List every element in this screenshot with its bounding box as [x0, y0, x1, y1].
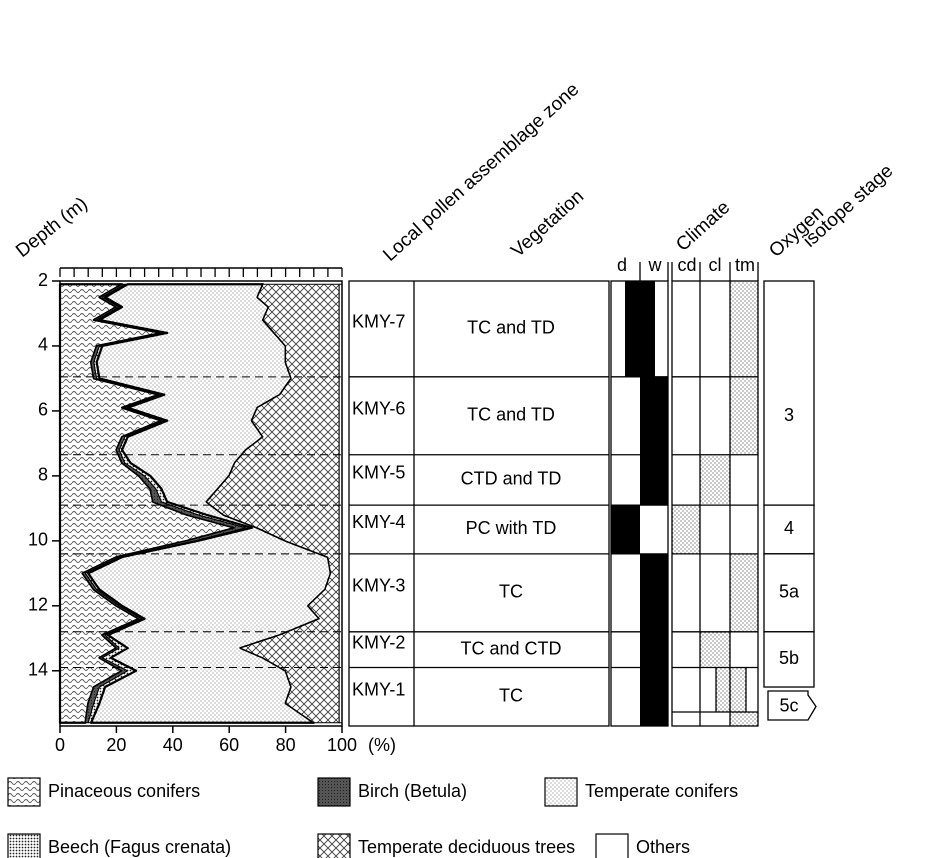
zone-label: KMY-4	[352, 512, 405, 532]
legend-label: Temperate conifers	[585, 781, 738, 801]
stage-box	[763, 280, 815, 506]
zone-label: KMY-5	[352, 463, 405, 483]
stage-label: 5c	[779, 695, 798, 715]
x-tick-label: 60	[219, 735, 239, 755]
stage-box	[767, 690, 817, 721]
zone-label: KMY-2	[352, 632, 405, 652]
vegetation-label: TC and TD	[467, 405, 555, 425]
legend-swatch	[317, 777, 351, 807]
legend-swatch	[595, 833, 629, 858]
y-axis-title: Depth (m)	[12, 193, 91, 262]
climate-column: cd	[677, 255, 696, 275]
stage-label: 4	[784, 518, 794, 538]
vegetation-label: TC and CTD	[460, 638, 561, 658]
zone-label: KMY-7	[352, 312, 405, 332]
stage-box	[763, 553, 815, 633]
legend-swatch	[7, 777, 41, 807]
y-tick-label: 4	[38, 335, 48, 355]
legend-label: Others	[636, 837, 690, 857]
zone-label: KMY-6	[352, 399, 405, 419]
y-tick-label: 10	[28, 530, 48, 550]
vegetation-label: CTD and TD	[461, 469, 562, 489]
x-tick-label: 0	[55, 735, 65, 755]
climate-panel	[610, 262, 759, 727]
zone-title: Local pollen assemblage zone	[379, 79, 583, 266]
zone-label: KMY-1	[352, 680, 405, 700]
y-tick-label: 8	[38, 465, 48, 485]
vegetation-title: Vegetation	[507, 186, 588, 262]
legend-swatch	[317, 833, 351, 858]
stage-label: 5b	[779, 648, 799, 668]
legend-label: Pinaceous conifers	[48, 781, 200, 801]
x-unit: (%)	[368, 735, 396, 755]
climate-column: d	[617, 255, 627, 275]
y-tick-label: 14	[28, 660, 48, 680]
x-tick-label: 100	[327, 735, 357, 755]
x-tick-label: 40	[163, 735, 183, 755]
legend-label: Temperate deciduous trees	[358, 837, 575, 857]
legend-label: Beech (Fagus crenata)	[48, 837, 231, 857]
y-tick-label: 12	[28, 595, 48, 615]
stage-label: 3	[784, 405, 794, 425]
x-tick-label: 20	[106, 735, 126, 755]
vegetation-label: PC with TD	[466, 518, 557, 538]
y-tick-label: 2	[38, 270, 48, 290]
vegetation-label: TC	[499, 582, 523, 602]
climate-column: cl	[709, 255, 722, 275]
legend-label: Birch (Betula)	[358, 781, 467, 801]
vegetation-label: TC and TD	[467, 318, 555, 338]
plot-frame	[59, 280, 343, 727]
legend-swatch	[544, 777, 578, 807]
zone-box	[348, 280, 610, 727]
stage-box	[763, 504, 815, 555]
legend-swatch	[7, 833, 41, 858]
climate-title: Climate	[672, 197, 734, 256]
x-tick-label: 80	[276, 735, 296, 755]
zone-label: KMY-3	[352, 576, 405, 596]
vegetation-label: TC	[499, 686, 523, 706]
climate-column: tm	[735, 255, 755, 275]
y-tick-label: 6	[38, 400, 48, 420]
climate-column: w	[648, 255, 663, 275]
stage-box	[763, 631, 815, 688]
stage-label: 5a	[779, 582, 800, 602]
